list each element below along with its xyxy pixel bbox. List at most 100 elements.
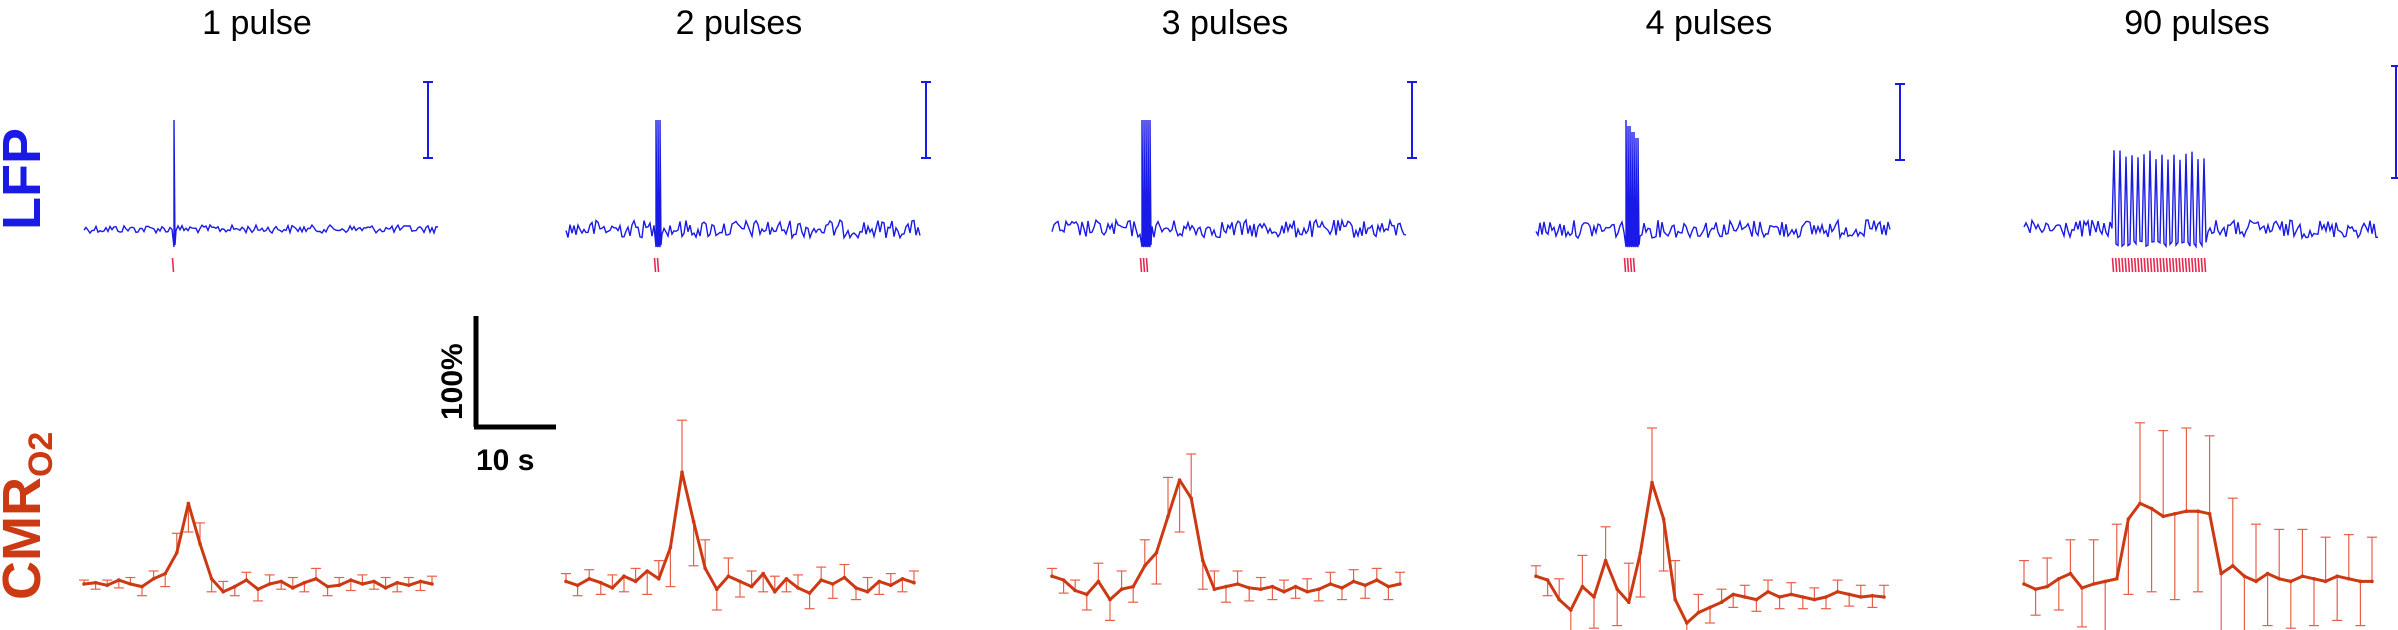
data-point [633, 579, 638, 584]
data-point [1305, 590, 1309, 594]
data-point [140, 584, 144, 589]
stimulus-pulse [2159, 257, 2162, 273]
stimulus-pulse [2187, 257, 2191, 273]
data-point [1627, 600, 1631, 604]
stimulus-pulse [656, 257, 660, 273]
data-point [1592, 595, 1596, 599]
data-point [1696, 610, 1701, 615]
data-point [1719, 600, 1724, 604]
lfp-trace [1535, 119, 1891, 248]
data-point [1247, 586, 1251, 590]
data-point [1882, 595, 1886, 599]
data-point [2300, 574, 2305, 578]
stimulus-pulse [1626, 257, 1630, 273]
scale-bar: 100% 10 s [436, 316, 556, 477]
stimulus-pulse [2203, 257, 2207, 273]
panels: 1 pulse 2 pulses 3 pulses 4 pulses 90 pulses [79, 4, 2398, 630]
data-point [105, 583, 109, 588]
panel-title: 3 pulses [1162, 4, 1289, 42]
data-point [82, 582, 86, 586]
data-point [1340, 586, 1344, 590]
data-point [587, 577, 591, 581]
data-point [819, 578, 823, 582]
data-point [1235, 582, 1240, 586]
data-point [807, 591, 812, 595]
lfp-scale-bar [423, 81, 433, 159]
stimulus-pulse [2172, 257, 2175, 273]
stimulus-pulse [1623, 257, 1627, 273]
stimulus-pulse [2181, 257, 2185, 273]
data-point [2207, 512, 2212, 516]
data-point [1270, 584, 1275, 589]
data-point [1569, 608, 1573, 612]
data-point [2231, 564, 2235, 568]
stimulus-pulse [2178, 257, 2181, 273]
data-point [2219, 571, 2223, 576]
stimulus-pulse [2191, 257, 2194, 273]
stimulus-pulse [1632, 257, 1636, 273]
data-point [2045, 584, 2049, 589]
row-label-cmro2: CMRO2 [0, 432, 60, 600]
data-point [2057, 577, 2061, 581]
panel-2: 2 pulses [561, 4, 931, 611]
data-point [622, 574, 626, 578]
data-point [1119, 587, 1124, 591]
data-point [1073, 588, 1077, 593]
data-point [715, 587, 719, 591]
data-point [796, 586, 800, 590]
data-point [1650, 480, 1654, 485]
stimulus-pulse [2118, 257, 2121, 273]
cmro2-subscript: O2 [22, 432, 60, 477]
data-point [1189, 496, 1193, 501]
data-point [1731, 592, 1735, 597]
data-point [1557, 597, 1561, 602]
panel-title: 90 pulses [2124, 4, 2270, 42]
data-point [1224, 584, 1228, 589]
lfp-trace [565, 119, 921, 248]
data-point [1259, 587, 1263, 591]
data-point [1534, 574, 1538, 578]
row-label-lfp: LFP [0, 128, 52, 230]
data-point [1824, 595, 1828, 599]
stimulus-pulse [2194, 257, 2197, 273]
data-point [889, 583, 893, 588]
stimulus-pulse [2175, 257, 2178, 273]
cmro2-points [564, 470, 916, 595]
data-point [1177, 478, 1182, 482]
panel-title: 4 pulses [1646, 4, 1773, 42]
data-point [668, 545, 673, 550]
data-point [691, 519, 696, 524]
data-point [2347, 577, 2351, 581]
data-point [291, 586, 295, 590]
stimulus-pulse [2152, 257, 2156, 273]
data-point [2335, 574, 2339, 578]
data-point [900, 577, 905, 581]
data-point [407, 583, 411, 588]
data-point [1154, 551, 1159, 555]
stimulus-pulse [2197, 257, 2200, 273]
stimulus-pulse [1145, 257, 1149, 273]
stimulus-marks [1139, 257, 1149, 273]
data-point [1061, 578, 1066, 582]
panel-3: 3 pulses [1047, 4, 1417, 622]
data-point [175, 551, 179, 555]
data-point [2115, 577, 2119, 581]
scale-bar-x-label: 10 s [476, 444, 534, 477]
stimulus-pulse [2111, 257, 2115, 273]
lfp-trace [83, 119, 439, 248]
data-point [831, 582, 835, 586]
data-point [383, 586, 388, 590]
data-point [221, 590, 225, 594]
data-point [2358, 579, 2363, 584]
data-point [302, 580, 307, 585]
data-point [564, 579, 568, 584]
data-point [279, 579, 284, 584]
data-point [1328, 582, 1333, 586]
scale-bar-y-label: 100% [436, 343, 469, 420]
stimulus-pulse [2149, 257, 2153, 273]
stimulus-pulse [2127, 257, 2131, 273]
cmro2-points [1050, 478, 1402, 602]
data-point [1375, 578, 1379, 582]
data-point [1801, 595, 1805, 599]
stimulus-pulse [2130, 257, 2134, 273]
